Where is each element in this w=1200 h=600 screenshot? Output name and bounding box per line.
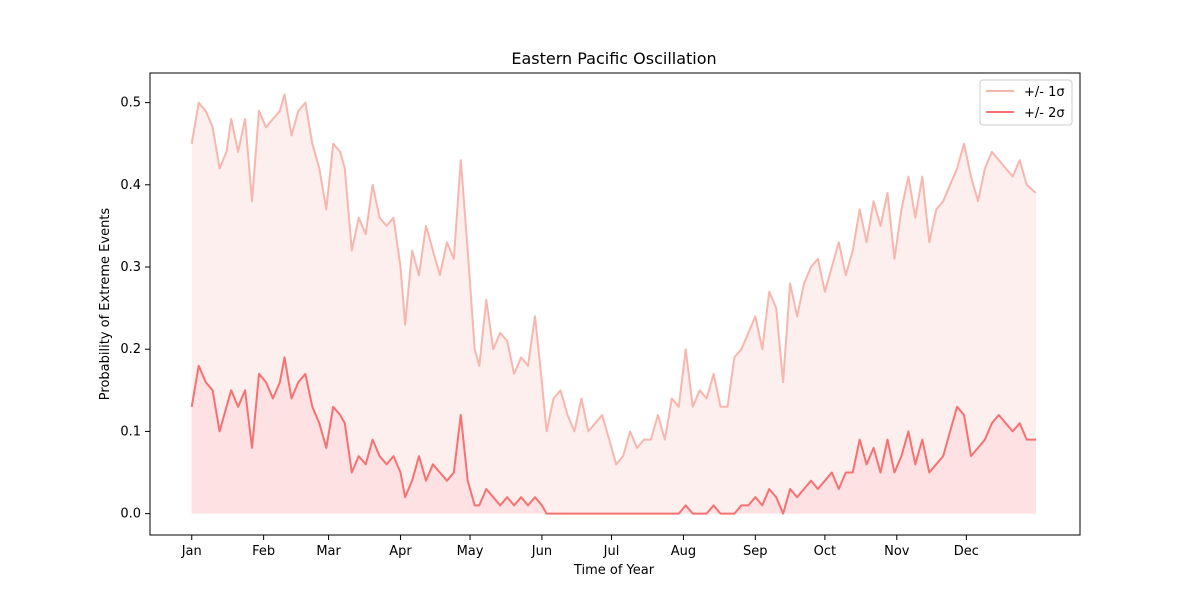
- y-axis: 0.0 0.1 0.2 0.3 0.4 0.5: [120, 96, 150, 522]
- y-tick-label: 0.5: [120, 96, 141, 111]
- legend-label-2: +/- 2σ: [1024, 106, 1065, 121]
- series-1-area: [191, 94, 1036, 514]
- x-tick-label: Nov: [884, 544, 910, 559]
- x-tick-label: Mar: [316, 544, 341, 559]
- x-tick-label: Jul: [603, 544, 620, 559]
- y-tick-label: 0.2: [120, 342, 141, 357]
- legend: +/- 1σ +/- 2σ: [979, 79, 1073, 126]
- plot-area: [190, 93, 1037, 515]
- y-tick-label: 0.0: [120, 507, 141, 522]
- y-axis-label: Probability of Extreme Events: [98, 208, 113, 401]
- chart-title: Eastern Pacific Oscillation: [511, 49, 716, 68]
- x-axis: Jan Feb Mar Apr May Jun Jul Aug Sep Oct Nov Dec: [181, 535, 979, 559]
- y-tick-label: 0.1: [120, 424, 141, 439]
- plot-frame: [149, 72, 1081, 536]
- x-tick-label: Aug: [671, 544, 696, 559]
- x-tick-label: Sep: [743, 544, 768, 559]
- x-tick-label: Jan: [181, 544, 202, 559]
- series-2-line: [190, 356, 1036, 515]
- x-axis-label: Time of Year: [573, 563, 655, 578]
- x-tick-label: May: [457, 544, 484, 559]
- series-1-line: [190, 93, 1037, 466]
- y-tick-label: 0.3: [120, 260, 141, 275]
- x-tick-label: Apr: [389, 544, 412, 559]
- x-tick-label: Oct: [814, 544, 836, 559]
- x-tick-label: Feb: [252, 544, 275, 559]
- series-2-area: [191, 357, 1036, 514]
- x-tick-label: Dec: [954, 544, 979, 559]
- legend-label-1: +/- 1σ: [1024, 85, 1065, 100]
- y-tick-label: 0.4: [120, 178, 141, 193]
- x-tick-label: Jun: [531, 544, 552, 559]
